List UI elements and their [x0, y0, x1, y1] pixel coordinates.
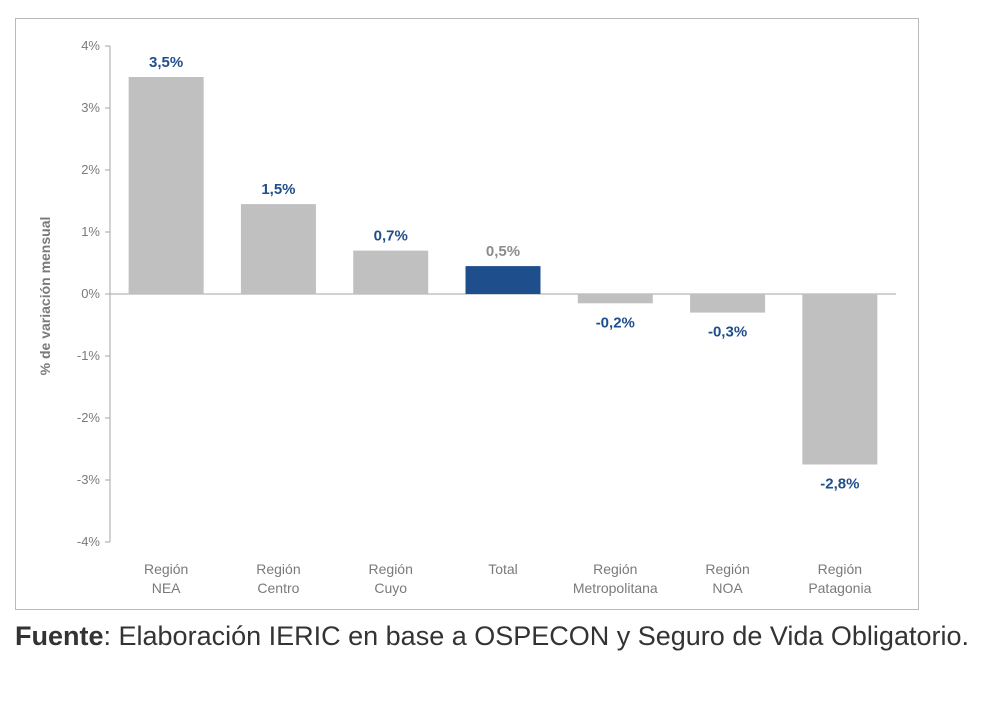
bar — [577, 294, 653, 304]
category-label: Región — [705, 561, 749, 577]
y-tick-label: -1% — [77, 348, 101, 363]
category-label: NEA — [152, 580, 181, 596]
source-caption: Fuente: Elaboración IERIC en base a OSPE… — [15, 618, 985, 654]
category-label: Total — [488, 561, 518, 577]
category-label: Región — [144, 561, 188, 577]
bar — [353, 250, 429, 294]
bar — [465, 266, 541, 294]
data-label: 1,5% — [261, 181, 295, 198]
category-labels: Región NEA Región Centro Región Cuyo Total Regi… — [144, 561, 872, 596]
y-tick-label: 1% — [81, 224, 100, 239]
y-tick-label: 2% — [81, 162, 100, 177]
source-label: Fuente — [15, 621, 104, 651]
y-tick-label: -4% — [77, 534, 101, 549]
category-label: Región — [818, 561, 862, 577]
category-label: Región — [593, 561, 637, 577]
bar — [240, 204, 316, 294]
data-label: -0,2% — [596, 314, 635, 331]
category-label: Cuyo — [374, 580, 407, 596]
y-tick-label: -3% — [77, 472, 101, 487]
category-label: Centro — [257, 580, 299, 596]
data-label: 0,7% — [374, 228, 408, 245]
y-tick-label: -2% — [77, 410, 101, 425]
data-label: 3,5% — [149, 54, 183, 71]
y-axis-title: % de variación mensual — [37, 217, 53, 376]
bars — [128, 77, 878, 465]
category-label: NOA — [712, 580, 743, 596]
bar — [802, 294, 878, 465]
bar-chart: 4% 3% 2% 1% 0% -1% -2% -3% -4% 3,5% 1,5% 0,7% 0,5% -… — [37, 38, 896, 596]
chart-frame: 4% 3% 2% 1% 0% -1% -2% -3% -4% 3,5% 1,5% 0,7% 0,5% -… — [15, 18, 919, 610]
source-text: : Elaboración IERIC en base a OSPECON y … — [103, 621, 969, 651]
y-tick-label: 3% — [81, 100, 100, 115]
data-label: -2,8% — [820, 476, 859, 493]
data-label: 0,5% — [486, 243, 520, 260]
category-label: Metropolitana — [573, 580, 658, 596]
bar — [690, 294, 766, 313]
y-tick-label: 0% — [81, 286, 100, 301]
data-labels: 3,5% 1,5% 0,7% 0,5% -0,2% -0,3% -2,8% — [149, 54, 859, 493]
y-axis: 4% 3% 2% 1% 0% -1% -2% -3% -4% — [77, 38, 896, 549]
category-label: Región — [369, 561, 413, 577]
y-tick-label: 4% — [81, 38, 100, 53]
bar — [128, 77, 204, 294]
data-label: -0,3% — [708, 324, 747, 341]
category-label: Región — [256, 561, 300, 577]
category-label: Patagonia — [808, 580, 871, 596]
